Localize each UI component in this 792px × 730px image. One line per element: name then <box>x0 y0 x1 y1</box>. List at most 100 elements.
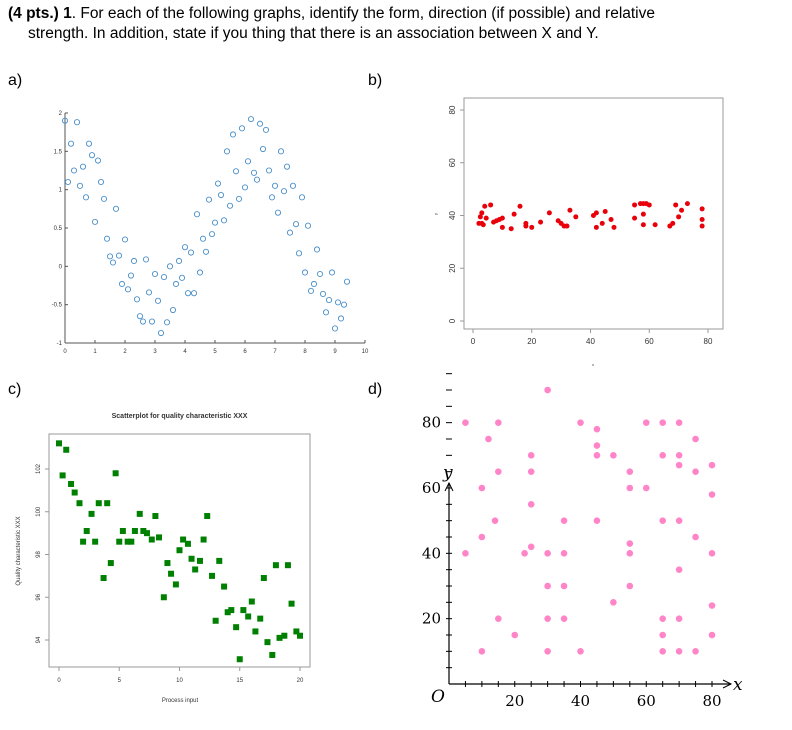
data-point <box>527 452 535 459</box>
data-point <box>692 468 699 475</box>
data-point <box>184 540 191 547</box>
data-point <box>659 419 666 426</box>
y-tick-label: 20 <box>422 610 441 628</box>
label-c: c) <box>8 381 22 398</box>
data-point <box>573 214 579 220</box>
data-point <box>112 470 119 477</box>
label-a: a) <box>8 72 23 89</box>
x-tick-label: 5 <box>118 678 122 684</box>
data-point <box>154 297 162 304</box>
data-point <box>76 182 84 189</box>
data-point <box>280 188 288 195</box>
data-point <box>482 203 488 209</box>
data-point <box>188 555 195 562</box>
y-tick-label: 0 <box>448 318 457 323</box>
data-point <box>527 501 535 508</box>
data-point <box>196 557 203 564</box>
data-point <box>63 446 70 453</box>
data-point <box>157 329 165 337</box>
data-point <box>143 530 150 537</box>
question-text: (4 pts.) 1. For each of the following gr… <box>8 4 655 44</box>
plot-frame <box>463 97 724 330</box>
data-point <box>479 210 485 216</box>
data-point <box>100 575 107 582</box>
data-point <box>659 452 666 459</box>
data-point <box>478 648 486 655</box>
y-tick-label: 102 <box>36 463 42 474</box>
data-point <box>136 313 144 320</box>
data-point <box>283 163 291 170</box>
data-point <box>593 442 601 449</box>
data-point <box>271 182 279 189</box>
chart-d: 20 40 60 80 20 40 60 80 Ox y <box>422 373 743 710</box>
y-tick-label: 40 <box>448 211 457 220</box>
data-point <box>523 223 529 229</box>
x-tick-label: 80 <box>702 692 721 710</box>
data-point <box>546 210 552 216</box>
x-tick-label: 40 <box>571 692 590 710</box>
y-axis-label: y <box>433 213 438 215</box>
data-point <box>250 169 258 176</box>
data-point <box>289 182 297 189</box>
data-point <box>216 557 223 564</box>
data-point <box>61 117 69 124</box>
chart-a: 0 1 2 3 4 5 6 7 8 9 10 -1 -0.5 0 0.5 1 1.5 2 <box>52 111 369 355</box>
data-point <box>478 533 486 541</box>
data-point <box>675 452 683 459</box>
data-point <box>325 297 333 304</box>
data-point <box>675 461 683 469</box>
data-point <box>511 211 517 217</box>
data-point <box>253 176 261 183</box>
data-point <box>640 211 646 217</box>
data-point <box>200 536 207 543</box>
data-point <box>276 634 283 641</box>
question-line-2: strength. In addition, state if you thin… <box>28 25 599 42</box>
data-point <box>109 259 117 266</box>
origin-label: O <box>431 687 445 707</box>
data-point <box>593 452 601 459</box>
data-point <box>544 615 551 622</box>
data-point <box>560 550 568 557</box>
data-point <box>699 206 705 212</box>
data-point <box>193 211 201 218</box>
y-tick-label: 98 <box>36 551 42 558</box>
data-point <box>610 452 617 459</box>
data-point <box>104 500 111 507</box>
data-point <box>272 562 279 569</box>
data-point <box>95 500 102 507</box>
data-point <box>260 575 267 582</box>
data-point <box>632 202 638 208</box>
x-tick-label: 0 <box>471 337 476 346</box>
data-point <box>529 224 535 230</box>
data-point <box>107 560 114 567</box>
data-point <box>265 167 273 174</box>
data-point <box>136 510 143 517</box>
x-tick-label: 0 <box>57 678 61 684</box>
data-point <box>708 550 716 557</box>
data-point <box>676 214 682 220</box>
data-point <box>560 615 568 622</box>
data-point <box>145 289 153 296</box>
data-point <box>163 319 171 326</box>
data-point <box>692 435 699 443</box>
data-point <box>233 624 240 631</box>
chart-title: Scatterplot for quality characteristic X… <box>112 413 248 420</box>
data-point <box>608 216 614 222</box>
data-point <box>293 628 300 635</box>
data-point <box>247 116 255 123</box>
x-tick-label: 1 <box>93 349 97 355</box>
data-point <box>626 540 634 547</box>
x-axis-label: Process input <box>162 698 199 704</box>
data-point <box>564 223 570 229</box>
data-point <box>708 491 716 498</box>
data-point <box>602 209 608 215</box>
data-point <box>340 301 348 308</box>
y-tick-label: 20 <box>448 263 457 272</box>
data-point <box>106 253 114 260</box>
data-point <box>593 425 601 433</box>
data-point <box>328 269 336 276</box>
data-point <box>560 582 568 590</box>
data-point <box>256 120 264 127</box>
data-point <box>156 534 163 541</box>
data-point <box>611 224 617 230</box>
